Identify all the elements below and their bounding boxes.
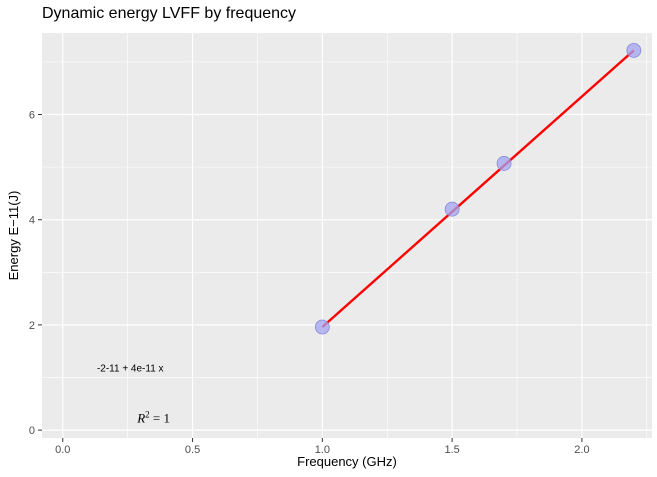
x-tick-label: 2.0 [574, 444, 589, 456]
y-axis-ticks: 0 2 4 6 [29, 110, 42, 437]
fit-line [321, 49, 635, 328]
r-squared-label: R2 = 1 [136, 410, 170, 426]
plot-panel [42, 33, 652, 438]
equation-annotation: -2-11 + 4e-11 x [97, 364, 164, 375]
x-axis-title: Frequency (GHz) [297, 454, 397, 469]
y-tick-label: 0 [29, 425, 35, 437]
data-point [496, 156, 512, 171]
y-tick-label: 2 [29, 320, 35, 332]
data-point [444, 201, 460, 217]
y-axis-title: Energy E−11(J) [6, 191, 21, 281]
grid-major [42, 33, 652, 438]
data-points [314, 42, 642, 335]
data-point [314, 319, 330, 335]
data-point [626, 42, 642, 58]
x-tick-label: 1.0 [315, 444, 330, 456]
y-tick-label: 6 [29, 110, 35, 122]
r-squared-value: = 1 [153, 411, 170, 426]
x-axis-ticks: 0.0 0.5 1.0 1.5 2.0 [55, 438, 590, 456]
x-tick-label: 1.5 [444, 444, 459, 456]
r-squared-annotation: R2 = 1 [136, 410, 170, 426]
x-tick-label: 0.0 [55, 444, 70, 456]
x-tick-label: 0.5 [185, 444, 200, 456]
y-tick-label: 4 [29, 215, 35, 227]
grid-minor [42, 33, 652, 438]
chart-title: Dynamic energy LVFF by frequency [42, 5, 296, 22]
